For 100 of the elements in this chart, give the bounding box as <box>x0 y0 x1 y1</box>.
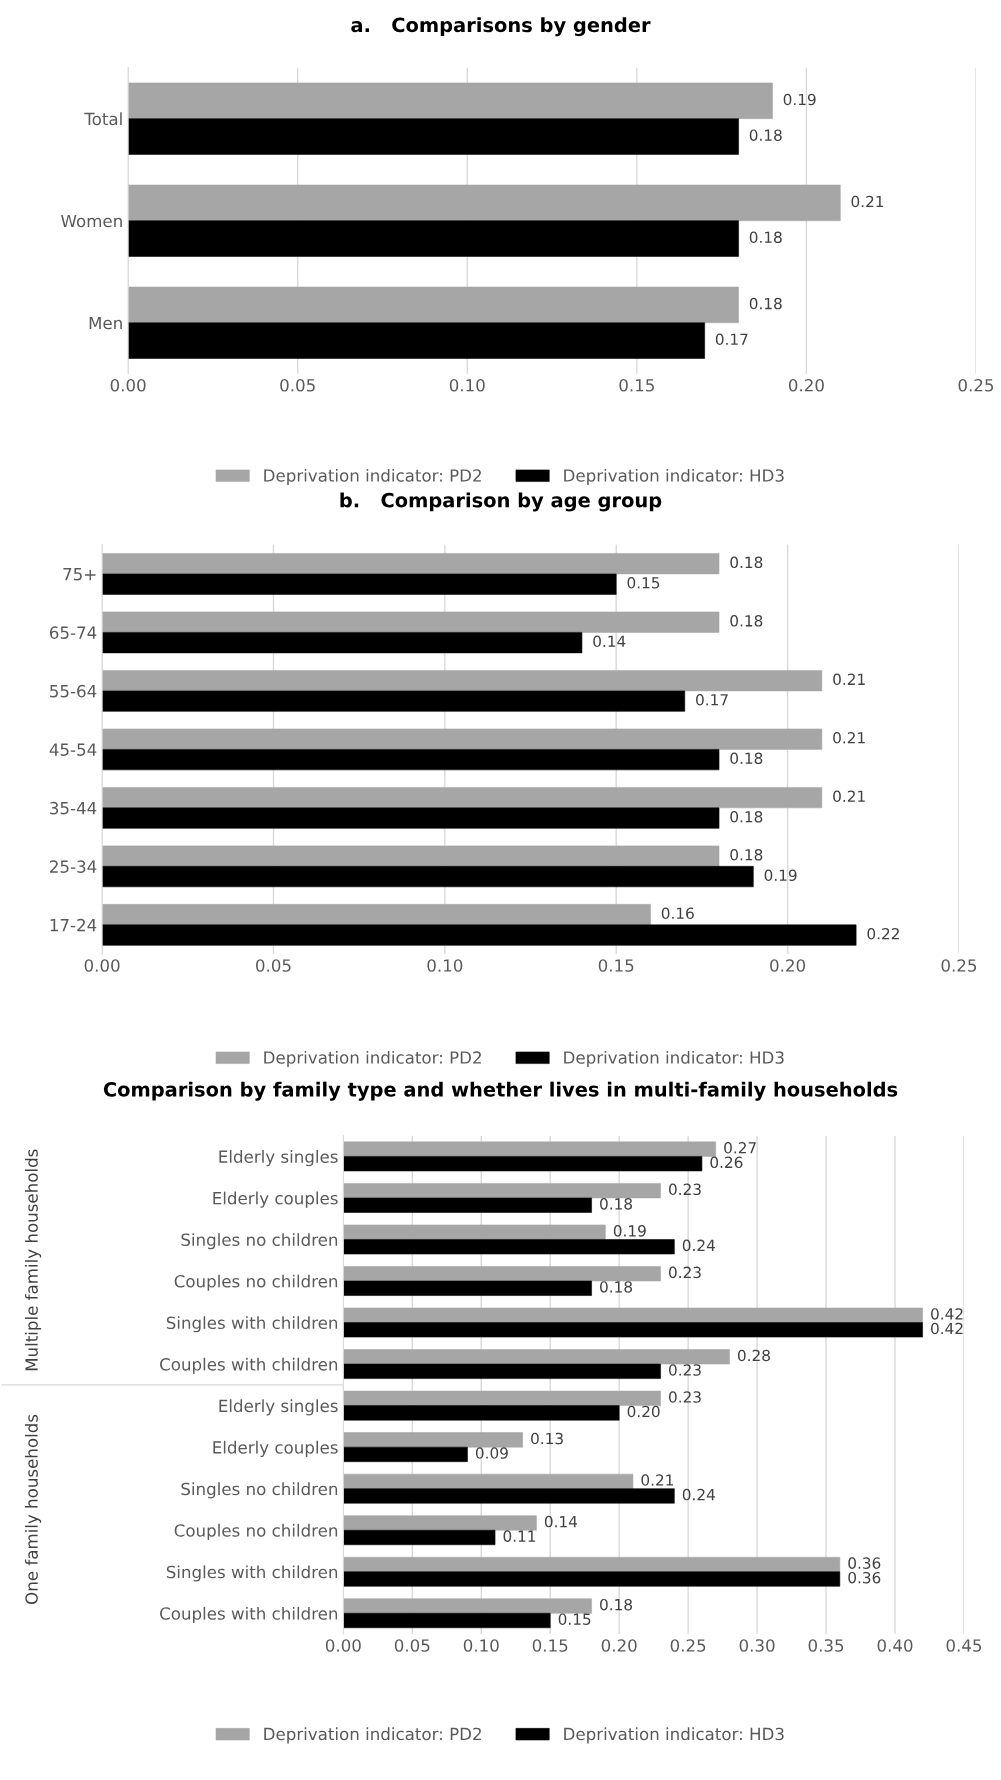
x-tick-label: 0.10 <box>463 1639 499 1652</box>
data-label: 0.26 <box>710 1156 743 1169</box>
data-label: 0.17 <box>696 694 728 706</box>
chart-title: a. Comparisons by gender <box>351 17 651 37</box>
data-label: 0.42 <box>931 1322 963 1335</box>
bar <box>343 1363 661 1379</box>
bar <box>343 1239 675 1255</box>
legend-label: Deprivation indicator: PD2 <box>264 1727 481 1744</box>
bar <box>128 118 739 155</box>
bar <box>102 553 720 575</box>
data-label: 0.21 <box>833 673 865 686</box>
bar <box>102 690 686 712</box>
chart-title: Comparison by family type and whether lives in multi-family households <box>103 1081 898 1101</box>
bar <box>343 1183 661 1199</box>
bar <box>343 1307 923 1323</box>
data-label: 0.17 <box>715 333 748 346</box>
bar <box>128 286 739 324</box>
legend-label: Deprivation indicator: PD2 <box>264 468 481 486</box>
bar <box>343 1141 716 1157</box>
x-tick-label: 0.00 <box>325 1639 361 1652</box>
data-label: 0.15 <box>627 577 660 589</box>
data-label: 0.18 <box>730 848 763 861</box>
y-tick-label: Singles with children <box>166 1565 338 1582</box>
bar <box>102 611 720 633</box>
y-tick-label: 25-34 <box>50 860 97 873</box>
x-tick-label: 0.05 <box>394 1639 430 1652</box>
data-label: 0.15 <box>558 1613 591 1625</box>
data-label: 0.14 <box>544 1515 578 1528</box>
text: Multiple family households <box>24 1149 42 1371</box>
data-label: 0.27 <box>724 1142 756 1154</box>
bar <box>343 1266 661 1282</box>
data-label: 0.24 <box>682 1488 715 1501</box>
y-tick-label: Women <box>61 214 122 228</box>
bar <box>102 728 823 750</box>
bar <box>343 1156 703 1172</box>
y-tick-label: Elderly singles <box>219 1399 338 1416</box>
data-label: 0.23 <box>669 1391 701 1403</box>
y-tick-label: 45-54 <box>49 743 97 756</box>
data-label: 0.11 <box>503 1530 536 1542</box>
y-tick-label: Men <box>89 316 122 330</box>
bar <box>102 632 583 654</box>
bar <box>102 787 823 809</box>
data-label: 0.18 <box>600 1281 633 1293</box>
y-tick-label: 17-24 <box>50 918 97 932</box>
data-label: 0.14 <box>593 635 626 648</box>
data-label: 0.09 <box>475 1447 508 1459</box>
bar <box>102 670 823 692</box>
x-tick-label: 0.25 <box>958 378 994 392</box>
data-label: 0.18 <box>600 1598 633 1611</box>
bar <box>343 1598 592 1614</box>
bar <box>343 1322 923 1338</box>
data-label: 0.18 <box>730 615 763 627</box>
bar <box>343 1571 841 1587</box>
y-tick-label: Singles no children <box>181 1233 338 1250</box>
bar <box>343 1612 551 1629</box>
data-label: 0.18 <box>730 556 763 569</box>
data-label: 0.21 <box>833 732 865 744</box>
y-tick-label: Elderly singles <box>219 1150 338 1167</box>
y-tick-label: 75+ <box>63 568 96 581</box>
x-tick-label: 0.10 <box>427 959 463 972</box>
bar <box>343 1432 523 1448</box>
bar <box>343 1349 730 1365</box>
data-label: 0.28 <box>737 1349 770 1362</box>
bar <box>343 1515 537 1531</box>
bar <box>102 749 720 771</box>
data-label: 0.19 <box>764 869 797 882</box>
x-tick-label: 0.20 <box>601 1639 637 1652</box>
data-label: 0.19 <box>613 1225 646 1237</box>
bar <box>128 184 841 221</box>
x-tick-label: 0.05 <box>256 959 291 972</box>
bar <box>343 1390 661 1406</box>
data-label: 0.18 <box>730 752 763 765</box>
x-tick-label: 0.05 <box>280 378 315 392</box>
data-label: 0.21 <box>851 195 884 208</box>
data-label: 0.18 <box>600 1198 633 1210</box>
bar <box>343 1529 496 1546</box>
y-tick-label: 55-64 <box>50 684 97 698</box>
data-label: 0.18 <box>730 810 763 823</box>
data-label: 0.23 <box>669 1183 701 1196</box>
legend-label: Deprivation indicator: HD3 <box>564 468 784 486</box>
bar <box>102 573 617 595</box>
x-tick-label: 0.40 <box>877 1639 913 1652</box>
x-tick-label: 0.25 <box>941 959 977 972</box>
text: One family households <box>24 1414 42 1604</box>
legend-label: Deprivation indicator: HD3 <box>564 1727 784 1744</box>
x-tick-label: 0.15 <box>532 1639 568 1652</box>
data-label: 0.19 <box>783 93 816 106</box>
data-label: 0.24 <box>682 1239 715 1252</box>
y-tick-label: Total <box>84 112 122 126</box>
legend-label: Deprivation indicator: PD2 <box>264 1050 481 1068</box>
data-label: 0.23 <box>669 1364 701 1376</box>
data-label: 0.36 <box>848 1557 881 1569</box>
bar <box>343 1488 675 1504</box>
y-tick-label: Couples no children <box>174 1523 338 1540</box>
bar <box>343 1280 592 1296</box>
bar <box>102 866 754 888</box>
y-tick-label: Singles with children <box>166 1316 338 1333</box>
data-label: 0.21 <box>641 1474 674 1486</box>
x-tick-label: 0.15 <box>598 959 634 972</box>
data-label: 0.13 <box>531 1432 563 1445</box>
